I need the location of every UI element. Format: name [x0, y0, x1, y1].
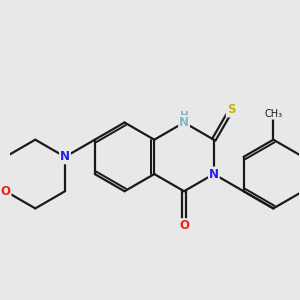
Text: N: N [60, 150, 70, 164]
Text: N: N [209, 168, 219, 181]
Text: CH₃: CH₃ [264, 109, 282, 119]
Text: O: O [1, 185, 10, 198]
Text: O: O [179, 219, 189, 232]
Text: H: H [180, 111, 188, 121]
Text: N: N [179, 116, 189, 129]
Text: S: S [227, 103, 235, 116]
